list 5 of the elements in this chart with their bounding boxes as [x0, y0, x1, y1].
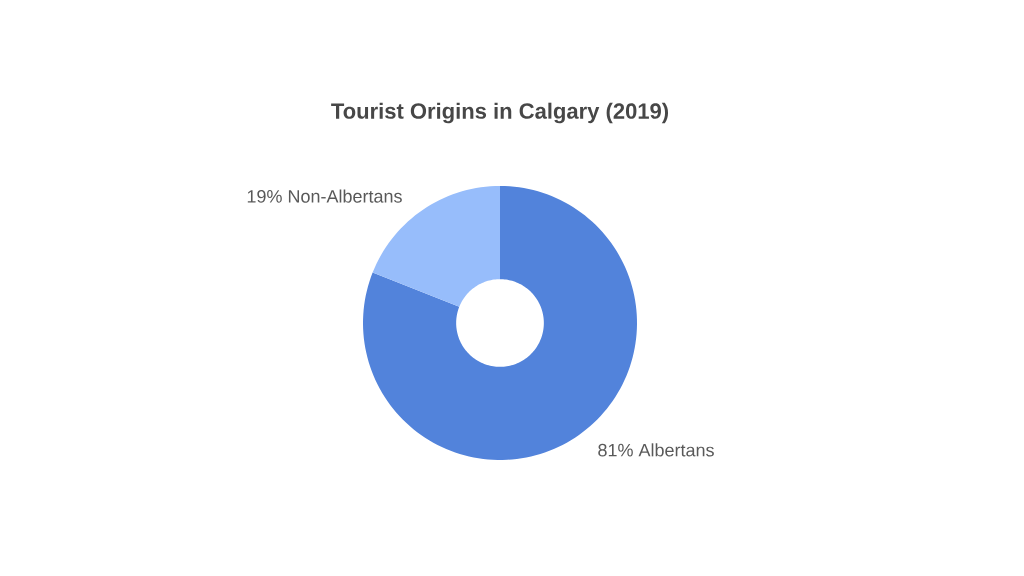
- slice-label: Non-Albertans: [288, 189, 402, 203]
- slice-label: Albertans: [638, 443, 714, 457]
- chart-title: Tourist Origins in Calgary (2019): [331, 102, 669, 124]
- data-label: 81%: [598, 443, 633, 457]
- data-label: 19%: [247, 189, 282, 203]
